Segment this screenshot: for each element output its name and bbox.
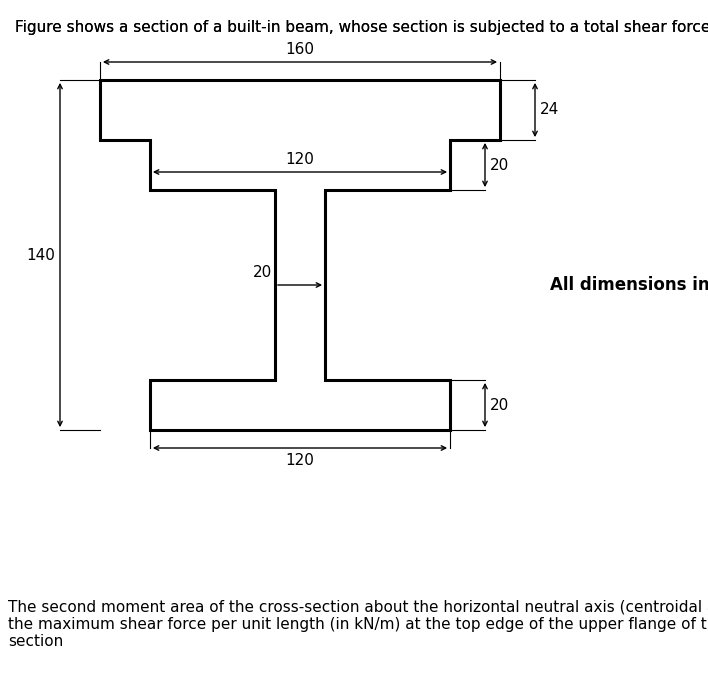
Text: Figure shows a section of a built-in beam, whose section is subjected to a total: Figure shows a section of a built-in bea… [15,20,708,35]
Text: Figure shows a section of a built-in beam, whose section is subjected to a total: Figure shows a section of a built-in bea… [15,20,708,35]
Text: 24: 24 [540,103,559,118]
Text: section: section [8,634,63,649]
Text: 120: 120 [285,453,314,468]
Text: 20: 20 [490,158,509,173]
Text: the maximum shear force per unit length (in kN/m) at the top edge of the upper f: the maximum shear force per unit length … [8,617,708,632]
Text: 140: 140 [26,248,55,262]
Text: 20: 20 [253,265,272,280]
Text: 120: 120 [285,152,314,167]
Text: 20: 20 [490,398,509,413]
Text: The second moment area of the cross-section about the horizontal neutral axis (c: The second moment area of the cross-sect… [8,600,708,615]
Text: All dimensions in mm: All dimensions in mm [550,276,708,294]
Text: 160: 160 [285,42,314,57]
